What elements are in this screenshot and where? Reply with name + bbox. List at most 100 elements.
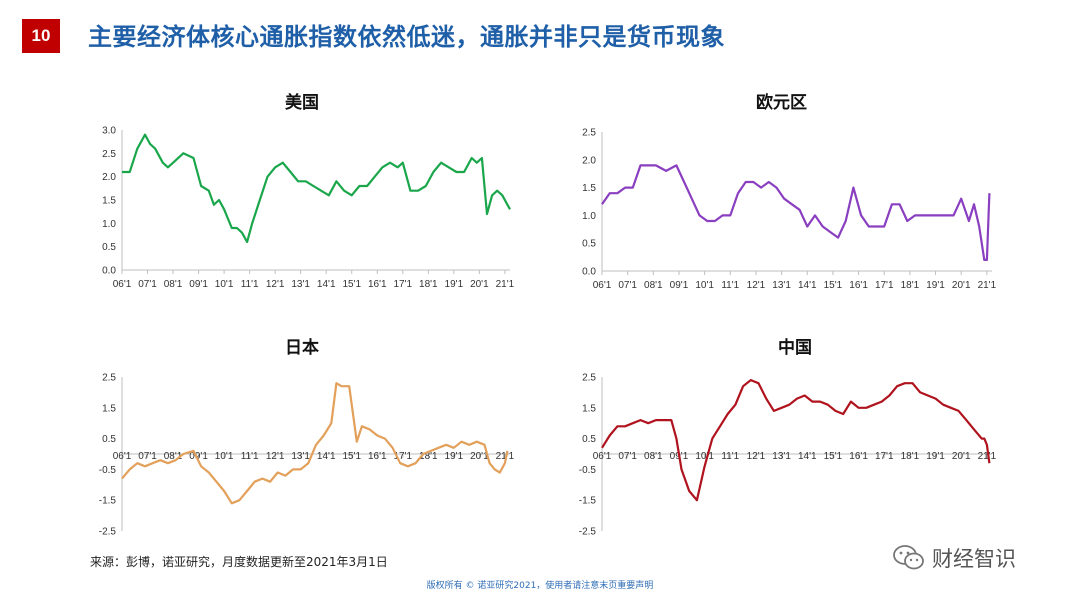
y-tick-label: 0.5	[102, 242, 116, 253]
y-tick-label: 2.5	[582, 128, 596, 139]
x-tick-label: 12'1	[747, 280, 766, 291]
x-tick-label: 10'1	[215, 451, 234, 462]
x-tick-label: 16'1	[368, 451, 387, 462]
x-tick-label: 10'1	[695, 280, 714, 291]
chart-panel-japan: 日本 -2.5 -1.5 -0.5 0.5 1.5 2.5 06'1 07'1 08'1 09'1…	[70, 330, 540, 545]
y-tick-label: 0.5	[102, 434, 116, 445]
y-tick-label: 2.5	[102, 149, 116, 160]
x-tick-label: 21'1	[496, 451, 515, 462]
source-note: 来源：彭博，诺亚研究，月度数据更新至2021年3月1日	[90, 555, 388, 569]
x-tick-label: 18'1	[901, 280, 920, 291]
slide-number-badge: 10	[22, 19, 60, 53]
x-tick-label: 20'1	[952, 451, 971, 462]
y-tick-label: 0.0	[582, 267, 596, 278]
x-tick-label: 07'1	[138, 451, 157, 462]
x-tick-label: 13'1	[291, 279, 310, 290]
y-tick-label: 3.0	[102, 126, 116, 137]
x-tick-label: 14'1	[317, 279, 336, 290]
y-tick-label: 1.0	[102, 219, 116, 230]
x-tick-label: 20'1	[952, 280, 971, 291]
x-tick-label: 20'1	[470, 451, 489, 462]
y-tick-label: -1.5	[579, 496, 597, 507]
x-tick-label: 06'1	[593, 280, 612, 291]
x-tick-label: 07'1	[618, 451, 637, 462]
slide-title: 主要经济体核心通胀指数依然低迷，通胀并非只是货币现象	[88, 23, 725, 51]
x-tick-label: 18'1	[419, 451, 438, 462]
x-tick-label: 06'1	[113, 279, 132, 290]
x-tick-label: 07'1	[618, 280, 637, 291]
series-line	[601, 378, 991, 502]
series-line	[121, 382, 509, 505]
x-tick-label: 11'1	[721, 280, 739, 291]
x-tick-label: 14'1	[798, 280, 817, 291]
x-tick-label: 15'1	[342, 279, 361, 290]
x-tick-label: 20'1	[470, 279, 489, 290]
x-tick-label: 19'1	[926, 451, 945, 462]
line-chart-china: -2.5-1.5-0.50.51.52.506'1 07'1 08'1 09'1 10'…	[579, 373, 997, 538]
y-tick-label: 0.5	[582, 239, 596, 250]
chart-panel-us: 美国 0.0 0.5 1.0 1.5 2.0 2.5 3.0 06'1 07'1 08'1 09'1…	[70, 85, 540, 300]
line-chart-us: 0.0 0.5 1.0 1.5 2.0 2.5 3.0 06'1 07'1 08'1 09'1 10'…	[102, 126, 515, 291]
x-tick-label: 19'1	[445, 279, 464, 290]
x-tick-label: 08'1	[644, 280, 663, 291]
line-chart-eurozone: 0.0 0.5 1.0 1.5 2.0 2.5 06'1 07'1 08'1 09'1 10'1 11…	[582, 128, 997, 292]
x-tick-label: 12'1	[266, 451, 285, 462]
x-tick-label: 11'1	[721, 451, 739, 462]
x-tick-label: 06'1	[113, 451, 132, 462]
x-tick-label: 16'1	[849, 280, 868, 291]
y-tick-label: -2.5	[579, 527, 597, 538]
watermark-text: 财经智识	[932, 547, 1016, 571]
y-tick-label: 1.5	[102, 196, 116, 207]
chart-title-us: 美国	[285, 93, 319, 113]
x-tick-label: 21'1	[978, 280, 997, 291]
y-tick-label: 0.5	[582, 434, 596, 445]
x-tick-label: 17'1	[875, 280, 894, 291]
x-tick-label: 09'1	[189, 279, 208, 290]
x-tick-label: 16'1	[368, 279, 387, 290]
x-tick-label: 21'1	[978, 451, 997, 462]
y-tick-label: 1.5	[102, 403, 116, 414]
x-tick-label: 08'1	[164, 451, 183, 462]
x-tick-label: 18'1	[419, 279, 438, 290]
x-tick-label: 21'1	[496, 279, 515, 290]
x-tick-label: 13'1	[772, 451, 791, 462]
y-tick-label: 0.0	[102, 266, 116, 277]
x-tick-label: 08'1	[644, 451, 663, 462]
x-tick-label: 09'1	[670, 280, 689, 291]
chart-title-japan: 日本	[285, 338, 319, 358]
x-tick-label: 18'1	[901, 451, 920, 462]
x-tick-label: 13'1	[291, 451, 310, 462]
y-tick-label: 2.5	[582, 373, 596, 384]
x-tick-label: 14'1	[317, 451, 336, 462]
x-tick-label: 10'1	[695, 451, 714, 462]
x-tick-label: 07'1	[138, 279, 157, 290]
y-tick-label: 2.0	[582, 155, 596, 166]
x-tick-label: 17'1	[875, 451, 894, 462]
x-tick-label: 06'1	[593, 451, 612, 462]
y-tick-label: 1.5	[582, 183, 596, 194]
x-tick-label: 14'1	[798, 451, 817, 462]
chart-panel-eurozone: 欧元区 0.0 0.5 1.0 1.5 2.0 2.5 06'1 07'1 08'1 09'1 10…	[560, 85, 1030, 300]
line-chart-japan: -2.5 -1.5 -0.5 0.5 1.5 2.5 06'1 07'1 08'1 09'1 10'…	[99, 373, 515, 538]
x-tick-label: 09'1	[189, 451, 208, 462]
chart-title-china: 中国	[778, 338, 812, 358]
x-tick-label: 15'1	[824, 451, 843, 462]
x-tick-label: 17'1	[393, 451, 412, 462]
y-tick-label: -1.5	[99, 496, 117, 507]
x-tick-label: 15'1	[342, 451, 361, 462]
x-tick-label: 08'1	[164, 279, 183, 290]
chart-panel-china: 中国 -2.5 -1.5 -0.5 0.5 1.5 2.5 06'1 07'1 08'1 09'1…	[560, 330, 1030, 545]
y-tick-label: 2.5	[102, 373, 116, 384]
y-tick-label: 2.0	[102, 172, 116, 183]
y-tick-label: -0.5	[99, 465, 117, 476]
x-tick-label: 17'1	[393, 279, 412, 290]
x-tick-label: 19'1	[445, 451, 464, 462]
y-tick-label: -0.5	[579, 465, 597, 476]
series-line	[122, 133, 511, 244]
x-tick-label: 12'1	[747, 451, 766, 462]
y-tick-label: -2.5	[99, 527, 117, 538]
y-tick-label: 1.0	[582, 211, 596, 222]
x-tick-label: 11'1	[241, 451, 259, 462]
x-tick-label: 11'1	[241, 279, 259, 290]
watermark: 财经智识	[892, 540, 1016, 576]
